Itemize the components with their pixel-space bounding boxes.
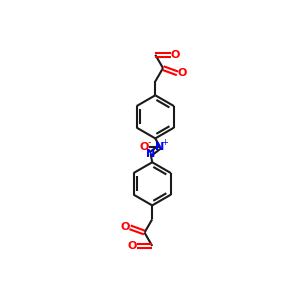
Text: -: - (147, 137, 151, 147)
Text: O: O (140, 142, 149, 152)
Text: O: O (171, 50, 180, 60)
Text: O: O (177, 68, 187, 78)
Text: N: N (146, 149, 155, 159)
Text: N: N (155, 142, 164, 152)
Text: O: O (128, 241, 137, 251)
Text: +: + (161, 138, 168, 147)
Text: O: O (121, 222, 130, 232)
